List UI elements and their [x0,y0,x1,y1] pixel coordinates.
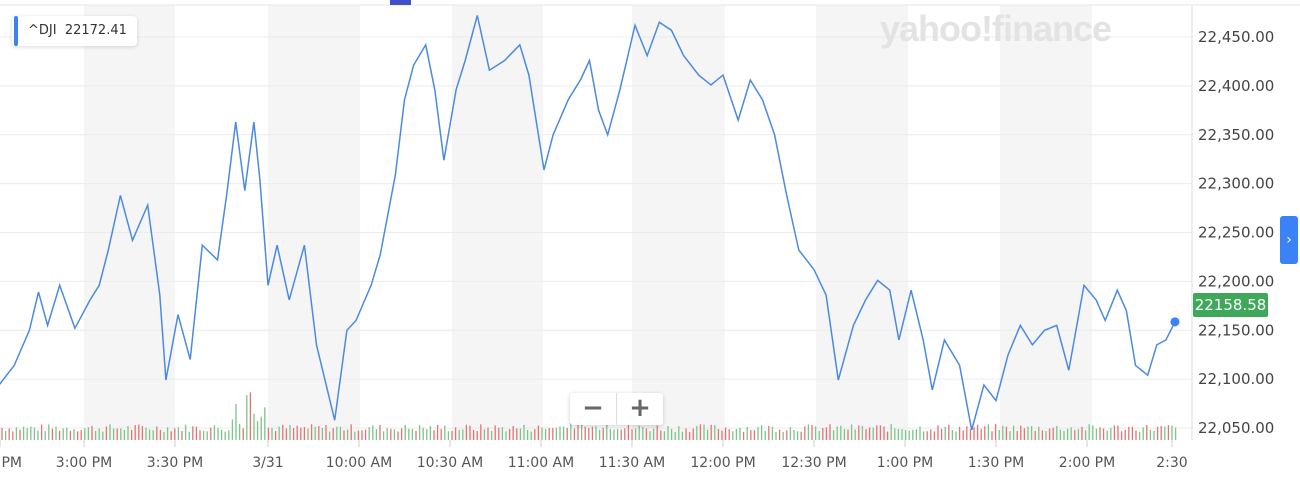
x-tick-label: 1:00 PM [877,455,933,471]
tooltip-symbol: ^DJI [28,23,57,38]
tooltip: ^DJI 22172.41 [12,16,137,46]
x-tick-label: PM [1,455,22,471]
chevron-right-icon: › [1286,232,1292,248]
x-tick-label: 11:30 AM [599,455,665,471]
x-tick-label: 2:30 [1156,455,1187,471]
session-band [816,5,908,440]
x-tick-label: 12:00 PM [690,455,755,471]
x-tick-label: 11:00 AM [508,455,574,471]
session-band [452,5,543,440]
zoom-in-button[interactable]: + [629,393,651,423]
zoom-out-button[interactable]: − [570,393,617,425]
last-price-dot [1170,317,1180,327]
tooltip-value: 22172.41 [64,23,127,38]
session-band [268,5,360,440]
x-tick-label: 10:30 AM [417,455,483,471]
x-tick-label: 1:30 PM [968,455,1024,471]
x-tick-label: 3:30 PM [147,455,203,471]
y-tick-label: 22,350.00 [1198,126,1274,144]
y-tick-label: 22,300.00 [1198,175,1274,193]
session-band [632,5,725,440]
y-tick-label: 22,250.00 [1198,224,1274,242]
yahoo-finance-logo: yahoo!finance [880,8,1112,49]
range-marker[interactable] [390,0,411,5]
zoom-controls: − + [570,393,663,425]
y-tick-label: 22,200.00 [1198,272,1274,290]
session-band [1000,5,1092,440]
session-band [84,5,175,440]
y-tick-label: 22,100.00 [1198,370,1274,388]
x-tick-label: 12:30 PM [781,455,846,471]
price-line [0,15,1176,431]
y-tick-label: 22,050.00 [1198,419,1274,437]
x-tick-label: 10:00 AM [326,455,392,471]
y-tick-label: 22,400.00 [1198,77,1274,95]
current-price-badge: 22158.58 [1193,293,1268,317]
x-tick-label: 3/31 [252,455,283,471]
x-tick-label: 3:00 PM [56,455,112,471]
y-tick-label: 22,450.00 [1198,28,1274,46]
next-button[interactable]: › [1280,216,1298,264]
y-tick-label: 22,150.00 [1198,321,1274,339]
x-tick-label: 2:00 PM [1059,455,1115,471]
